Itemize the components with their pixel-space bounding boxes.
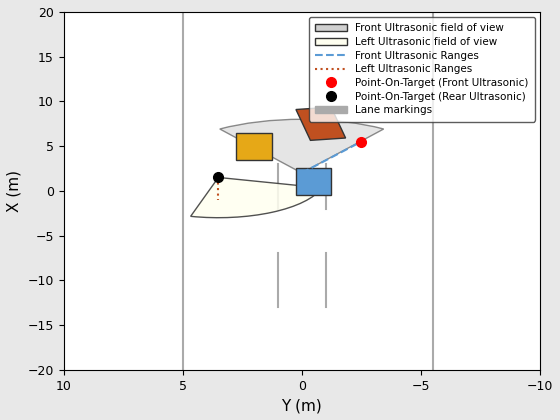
Wedge shape [190, 177, 322, 218]
Bar [296, 107, 346, 140]
Legend: Front Ultrasonic field of view, Left Ultrasonic field of view, Front Ultrasonic : Front Ultrasonic field of view, Left Ult… [309, 17, 535, 121]
Bar [236, 133, 272, 160]
X-axis label: Y (m): Y (m) [281, 398, 322, 413]
Y-axis label: X (m): X (m) [7, 170, 22, 212]
Wedge shape [220, 119, 384, 173]
Bar [296, 168, 332, 195]
